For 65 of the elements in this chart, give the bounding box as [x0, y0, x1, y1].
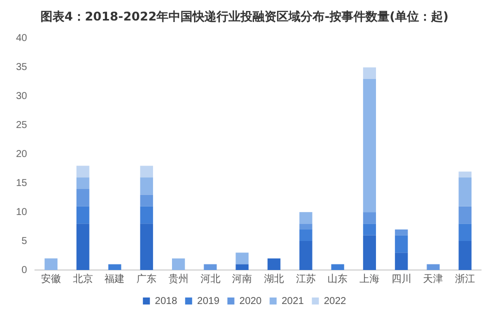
- bar: [268, 258, 280, 270]
- x-tick-label: 浙江: [455, 272, 476, 285]
- bar: [236, 252, 249, 264]
- y-tick-label: 5: [22, 236, 28, 247]
- bar: [394, 229, 408, 236]
- x-tick-label: 山东: [328, 272, 348, 285]
- x-tick-label: 北京: [72, 272, 93, 285]
- x-tick-label: 广东: [136, 272, 157, 285]
- bar: [394, 252, 408, 270]
- bar: [426, 264, 440, 270]
- bar: [140, 177, 154, 195]
- bar: [299, 224, 312, 230]
- bar: [331, 264, 344, 270]
- bar: [140, 224, 154, 270]
- x-tick-label: 河北: [200, 272, 220, 285]
- bar: [363, 67, 376, 79]
- bar: [363, 78, 376, 212]
- bar: [458, 224, 472, 242]
- bar: [458, 177, 472, 206]
- bar: [236, 264, 249, 270]
- bar: [299, 212, 312, 224]
- x-tick-label: 湖北: [264, 272, 284, 285]
- bar: [299, 229, 312, 242]
- legend-label: 2020: [239, 296, 262, 307]
- x-tick-label: 河南: [232, 272, 252, 285]
- bar: [363, 224, 376, 236]
- y-tick-label: 35: [16, 62, 28, 74]
- bar: [363, 212, 376, 224]
- y-tick-label: 30: [16, 91, 28, 102]
- bar: [394, 235, 408, 253]
- bar: [76, 206, 90, 224]
- x-tick-label: 天津: [423, 272, 444, 285]
- bar: [204, 264, 217, 270]
- bar: [458, 172, 472, 178]
- y-tick-label: 25: [16, 120, 28, 131]
- legend-label: 2018: [154, 296, 178, 307]
- bar: [140, 206, 154, 224]
- bar: [76, 166, 90, 178]
- y-tick-label: 15: [16, 178, 28, 189]
- x-tick-label: 安徽: [41, 272, 62, 285]
- legend-label: 2021: [282, 296, 304, 307]
- legend-label: 2019: [197, 296, 220, 307]
- bar: [44, 258, 58, 270]
- y-tick-label: 20: [16, 148, 28, 160]
- bar: [76, 188, 90, 206]
- bar: [363, 235, 376, 270]
- bar: [140, 166, 154, 178]
- x-tick-label: 四川: [391, 272, 412, 285]
- bar: [172, 258, 185, 270]
- x-tick-label: 贵州: [168, 272, 188, 285]
- legend-label: 2022: [324, 296, 347, 307]
- bar: [108, 264, 122, 270]
- y-tick-label: 0: [22, 264, 28, 276]
- y-tick-label: 40: [16, 33, 28, 44]
- chart-title: 图表4：2018-2022年中国快递行业投融资区域分布-按事件数量(单位：起): [40, 9, 449, 24]
- bar: [140, 194, 154, 206]
- bar: [299, 241, 312, 270]
- bar: [458, 241, 472, 270]
- y-tick-label: 10: [16, 206, 28, 218]
- x-tick-label: 福建: [104, 272, 125, 285]
- bar: [76, 224, 90, 270]
- bar: [458, 206, 472, 224]
- x-tick-label: 江苏: [296, 272, 316, 285]
- bar: [76, 177, 90, 189]
- x-tick-label: 上海: [360, 272, 380, 285]
